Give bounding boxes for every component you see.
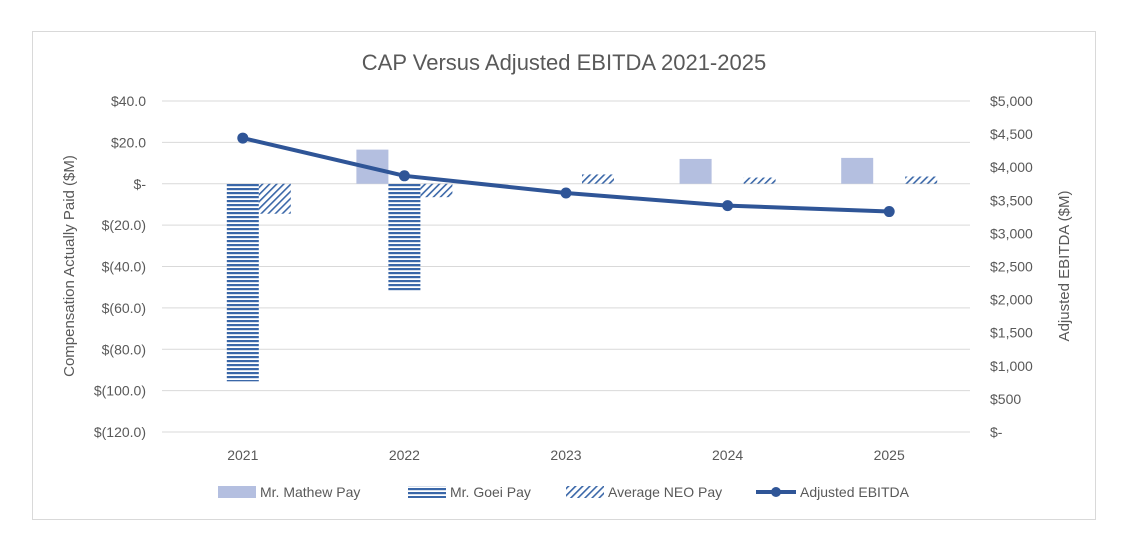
bar — [743, 177, 776, 184]
right-tick-label: $4,500 — [990, 126, 1033, 142]
bar — [258, 183, 291, 214]
bar — [420, 183, 453, 198]
legend-swatch — [566, 486, 604, 498]
left-tick-label: $- — [134, 176, 147, 192]
x-tick-label: 2025 — [874, 447, 905, 463]
left-axis-title: Compensation Actually Paid ($M) — [61, 155, 78, 377]
right-axis-title: Adjusted EBITDA ($M) — [1056, 191, 1073, 342]
right-tick-label: $2,500 — [990, 259, 1033, 275]
left-axis-ticks: $40.0 $20.0 $- $(20.0) $(40.0) $(60.0) $(80.0)… — [94, 93, 146, 440]
right-tick-label: $- — [990, 424, 1003, 440]
chart-frame — [32, 31, 1096, 520]
line-series — [237, 132, 895, 218]
chart-title: CAP Versus Adjusted EBITDA 2021-2025 — [362, 50, 766, 75]
x-tick-label: 2021 — [227, 447, 258, 463]
left-tick-label: $(20.0) — [102, 217, 146, 233]
bar — [679, 158, 712, 184]
legend-label: Mr. Goei Pay — [450, 484, 531, 500]
ebitda-point — [398, 170, 410, 182]
right-axis-ticks: $5,000 $4,500 $4,000 $3,500 $3,000 $2,500 $2,0… — [990, 93, 1033, 440]
x-tick-label: 2022 — [389, 447, 420, 463]
legend: Mr. Mathew Pay Mr. Goei Pay Average NEO Pa… — [218, 484, 910, 500]
right-tick-label: $500 — [990, 391, 1021, 407]
ebitda-point — [722, 200, 734, 212]
right-tick-label: $2,000 — [990, 292, 1033, 308]
ebitda-point — [560, 187, 572, 199]
x-tick-label: 2024 — [712, 447, 743, 463]
bar — [226, 183, 259, 382]
legend-label: Average NEO Pay — [608, 484, 722, 500]
right-tick-label: $3,000 — [990, 225, 1033, 241]
x-axis-ticks: 2021 2022 2023 2024 2025 — [227, 447, 905, 463]
right-tick-label: $1,000 — [990, 358, 1033, 374]
gridlines — [162, 100, 970, 433]
bar — [905, 176, 938, 184]
right-tick-label: $4,000 — [990, 159, 1033, 175]
bar — [841, 157, 874, 184]
x-tick-label: 2023 — [550, 447, 581, 463]
left-tick-label: $(60.0) — [102, 300, 146, 316]
legend-swatch — [218, 486, 256, 498]
legend-label: Adjusted EBITDA — [800, 484, 910, 500]
left-tick-label: $(40.0) — [102, 259, 146, 275]
left-tick-label: $(100.0) — [94, 383, 146, 399]
ebitda-point — [237, 132, 249, 144]
left-tick-label: $20.0 — [111, 134, 146, 150]
right-tick-label: $1,500 — [990, 325, 1033, 341]
legend-swatch-marker — [771, 487, 781, 497]
left-tick-label: $(80.0) — [102, 341, 146, 357]
left-tick-label: $40.0 — [111, 93, 146, 109]
ebitda-line — [240, 136, 892, 214]
ebitda-point — [883, 206, 895, 218]
legend-label: Mr. Mathew Pay — [260, 484, 360, 500]
left-tick-label: $(120.0) — [94, 424, 146, 440]
right-tick-label: $3,500 — [990, 192, 1033, 208]
bar — [388, 183, 421, 292]
bar — [582, 174, 614, 184]
legend-swatch — [408, 486, 446, 498]
right-tick-label: $5,000 — [990, 93, 1033, 109]
bar-series — [226, 149, 938, 382]
